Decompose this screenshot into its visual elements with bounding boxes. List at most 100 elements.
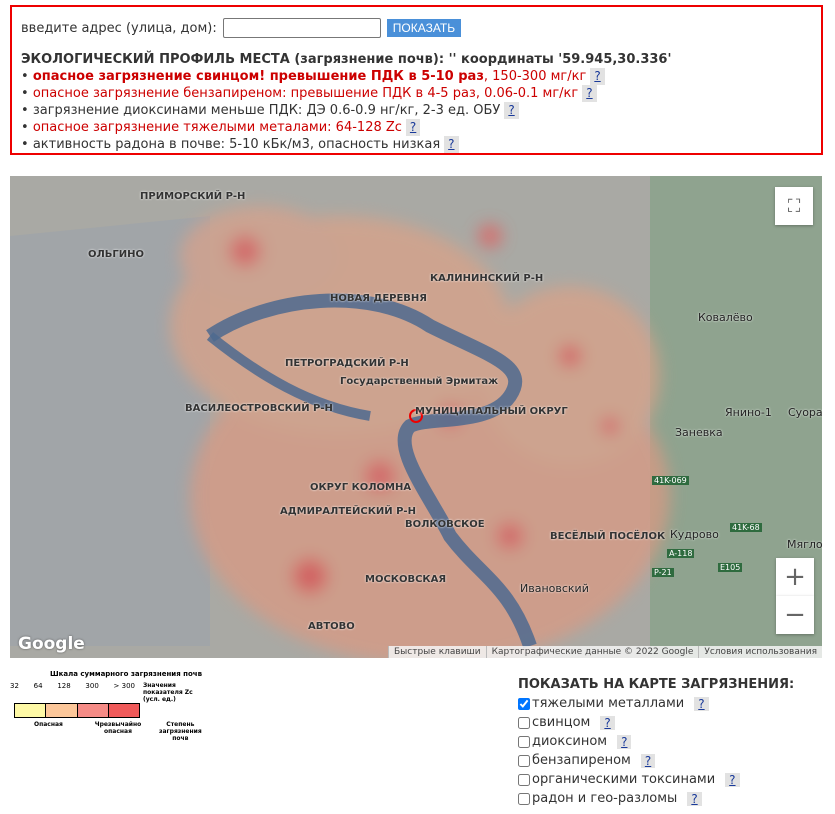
map-district-label: КАЛИНИНСКИЙ Р-Н [430,273,544,284]
map-district-label: ПЕТРОГРАДСКИЙ Р-Н [285,358,409,369]
pollution-scale-legend: Шкала суммарного загрязнения почв 32 64 12… [10,670,210,742]
map-district-label: ВОЛКОВСКОЕ [405,519,485,530]
map-district-label: ВЕСЁЛЫЙ ПОСЁЛОК [550,531,666,542]
map-district-label: ОЛЬГИНО [88,249,145,260]
map-data-text: Картографические данные © 2022 Google [485,646,699,658]
layers-panel: ПОКАЗАТЬ НА КАРТЕ ЗАГРЯЗНЕНИЯ: тяжелыми … [518,677,794,808]
scale-tick: 128 [57,682,71,690]
road-sign: P-21 [652,568,674,577]
google-logo: Google [18,634,85,654]
map-district-label: АДМИРАЛТЕЙСКИЙ Р-Н [280,506,416,517]
layer-label[interactable]: радон и гео-разломы [532,791,678,806]
scale-tick: > 300 [113,682,135,690]
profile-item: • загрязнение диоксинами меньше ПДК: ДЭ … [21,102,812,119]
pollution-map[interactable]: ПРИМОРСКИЙ Р-Н ОЛЬГИНО КАЛИНИНСКИЙ Р-Н НОВА… [10,176,822,658]
item-text: опасное загрязнение бензапиреном: превыш… [32,86,579,101]
layer-checkbox[interactable] [518,773,530,786]
help-link[interactable]: ? [444,136,459,153]
help-link[interactable]: ? [590,68,605,85]
layers-title: ПОКАЗАТЬ НА КАРТЕ ЗАГРЯЗНЕНИЯ: [518,677,795,692]
map-district-label: МОСКОВСКАЯ [365,574,447,585]
help-link[interactable]: ? [687,791,702,806]
layer-checkbox[interactable] [518,792,530,805]
layer-label[interactable]: тяжелыми металлами [532,696,685,711]
layer-option: тяжелыми металлами? [518,694,794,713]
address-input[interactable] [222,18,381,38]
profile-item: • опасное загрязнение тяжелыми металами:… [21,119,812,136]
map-place-label: Ивановский [520,582,589,595]
map-district-label: ВАСИЛЕОСТРОВСКИЙ Р-Н [185,403,333,414]
profile-item: • активность радона в почве: 5-10 кБк/м3… [21,136,812,153]
layer-option: диоксином? [518,732,794,751]
scale-tick: 300 [85,682,99,690]
location-marker [409,409,423,423]
map-place-label: Суоранда [788,406,822,419]
layer-label[interactable]: диоксином [532,734,608,749]
help-link[interactable]: ? [694,696,709,711]
level-dangerous: Опасная [34,721,63,728]
layer-label[interactable]: свинцом [532,715,591,730]
map-canvas [10,176,822,658]
item-text: активность радона в почве: 5-10 кБк/м3, … [32,137,441,152]
map-attribution: Быстрые клавиши Картографические данные … [388,646,822,658]
item-bold: опасное загрязнение свинцом! превышение … [32,69,484,84]
layer-checkbox[interactable] [518,697,530,710]
show-button[interactable]: ПОКАЗАТЬ [386,19,462,37]
road-sign: A-118 [667,549,695,558]
scale-segment [76,704,108,717]
map-place-label: Кудрово [670,528,719,541]
scale-segment [107,704,139,717]
map-district-label: АВТОВО [308,621,355,632]
profile-item: • опасное загрязнение свинцом! превышени… [21,68,812,85]
scale-segment [45,704,77,717]
layer-label[interactable]: бензапиреном [532,753,631,768]
scale-degree-label: Степень загрязнения почв [158,721,202,742]
help-link[interactable]: ? [617,734,632,749]
map-district-label: МУНИЦИПАЛЬНЫЙ ОКРУГ [415,406,568,417]
scale-title: Шкала суммарного загрязнения почв [50,670,203,678]
zoom-out-button[interactable]: − [776,596,814,634]
profile-item: • опасное загрязнение бензапиреном: прев… [21,85,812,102]
map-district-label: ОКРУГ КОЛОМНА [310,482,412,493]
profile-title: ЭКОЛОГИЧЕСКИЙ ПРОФИЛЬ МЕСТА (загрязнение… [21,52,672,67]
help-link[interactable]: ? [725,772,740,787]
help-link[interactable]: ? [582,85,597,102]
map-place-label: Заневка [675,426,723,439]
eco-profile-panel: введите адрес (улица, дом): ПОКАЗАТЬ ЭКО… [10,5,823,155]
help-link[interactable]: ? [405,119,421,136]
map-place-label: Ковалёво [698,311,753,324]
road-sign: 41K-68 [730,523,762,532]
item-text: опасное загрязнение тяжелыми металами: 6… [32,120,402,135]
layer-label[interactable]: органическими токсинами [532,772,716,787]
level-extremely-dangerous: Чрезвычайно опасная [94,721,142,735]
address-label: введите адрес (улица, дом): [21,20,217,36]
scale-tick: 64 [33,682,43,690]
layer-checkbox[interactable] [518,754,530,767]
layer-option: органическими токсинами? [518,770,794,789]
map-district-label: НОВАЯ ДЕРЕВНЯ [330,293,428,304]
item-text: , 150-300 мг/кг [483,69,587,84]
help-link[interactable]: ? [640,753,656,768]
layer-option: бензапиреном? [518,751,794,770]
map-district-label: Государственный Эрмитаж [340,376,499,387]
road-sign: E105 [718,563,743,572]
terms-link[interactable]: Условия использования [698,646,822,658]
road-sign: 41K-069 [652,476,689,485]
layer-option: радон и гео-разломы? [518,789,794,808]
fullscreen-icon: ⛶ [787,195,801,217]
zoom-in-button[interactable]: + [776,558,814,596]
help-link[interactable]: ? [600,715,615,730]
scale-tick: 32 [10,682,19,690]
layer-checkbox[interactable] [518,735,530,748]
map-place-label: Мяглово [787,538,822,551]
help-link[interactable]: ? [504,102,519,119]
map-place-label: Янино-1 [725,406,772,419]
map-district-label: ПРИМОРСКИЙ Р-Н [140,191,246,202]
layer-checkbox[interactable] [518,716,530,729]
keyboard-shortcuts-link[interactable]: Быстрые клавиши [388,646,486,658]
layer-option: свинцом? [518,713,794,732]
scale-value-label: Значения показателя Zc (усл. ед.) [143,682,193,703]
item-text: загрязнение диоксинами меньше ПДК: ДЭ 0.… [32,103,501,118]
fullscreen-button[interactable]: ⛶ [775,187,813,225]
scale-segment [15,704,46,717]
